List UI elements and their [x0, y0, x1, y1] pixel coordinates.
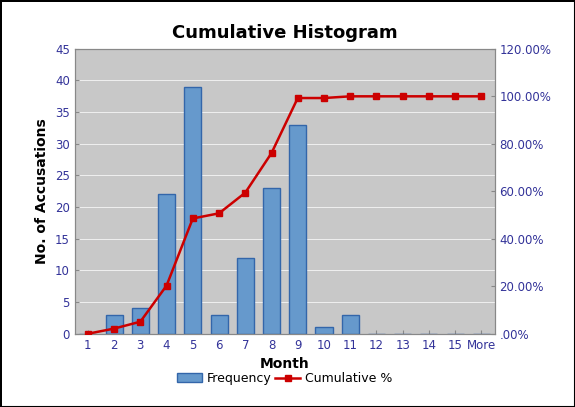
Bar — [316, 327, 332, 334]
Bar — [289, 125, 306, 334]
Bar — [184, 87, 201, 334]
Legend: Frequency, Cumulative %: Frequency, Cumulative % — [172, 367, 397, 390]
Bar — [263, 188, 280, 334]
Title: Cumulative Histogram: Cumulative Histogram — [172, 24, 397, 42]
Y-axis label: No. of Accusations: No. of Accusations — [36, 118, 49, 264]
Bar — [106, 315, 122, 334]
Bar — [342, 315, 359, 334]
X-axis label: Month: Month — [260, 357, 309, 371]
Bar — [237, 258, 254, 334]
Bar — [158, 195, 175, 334]
Bar — [210, 315, 228, 334]
Bar — [132, 309, 149, 334]
